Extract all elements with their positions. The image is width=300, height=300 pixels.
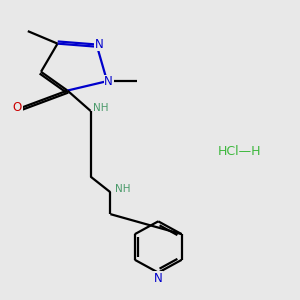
Text: N: N bbox=[104, 75, 113, 88]
Text: N: N bbox=[154, 272, 163, 285]
Text: N: N bbox=[94, 38, 103, 51]
Text: NH: NH bbox=[93, 103, 109, 113]
Text: O: O bbox=[13, 100, 22, 114]
Text: NH: NH bbox=[115, 184, 131, 194]
Text: HCl—H: HCl—H bbox=[218, 145, 261, 158]
